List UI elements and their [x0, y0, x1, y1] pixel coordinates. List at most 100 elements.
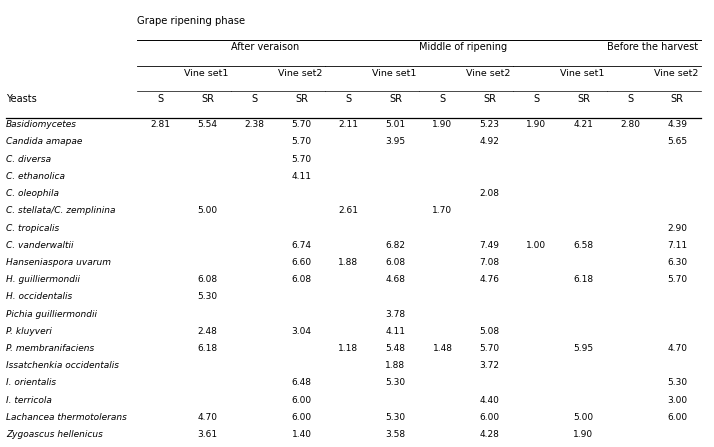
Text: 5.08: 5.08 [479, 327, 500, 336]
Text: 6.00: 6.00 [479, 413, 500, 422]
Text: 1.90: 1.90 [573, 430, 593, 439]
Text: S: S [439, 94, 446, 104]
Text: SR: SR [201, 94, 214, 104]
Text: H. occidentalis: H. occidentalis [6, 292, 72, 301]
Text: Vine set2: Vine set2 [278, 69, 323, 78]
Text: 2.38: 2.38 [244, 120, 265, 129]
Text: 5.70: 5.70 [291, 155, 311, 164]
Text: 6.82: 6.82 [386, 241, 406, 250]
Text: 6.00: 6.00 [668, 413, 688, 422]
Text: C. vanderwaltii: C. vanderwaltii [6, 241, 74, 250]
Text: Issatchenkia occidentalis: Issatchenkia occidentalis [6, 361, 119, 370]
Text: 5.54: 5.54 [198, 120, 218, 129]
Text: 4.21: 4.21 [573, 120, 593, 129]
Text: Vine set1: Vine set1 [184, 69, 228, 78]
Text: Vine set2: Vine set2 [466, 69, 511, 78]
Text: 4.28: 4.28 [480, 430, 499, 439]
Text: 4.70: 4.70 [198, 413, 218, 422]
Text: 1.40: 1.40 [291, 430, 311, 439]
Text: SR: SR [295, 94, 308, 104]
Text: 1.18: 1.18 [338, 344, 358, 353]
Text: 1.48: 1.48 [433, 344, 453, 353]
Text: Middle of ripening: Middle of ripening [419, 42, 507, 52]
Text: 4.68: 4.68 [386, 275, 406, 284]
Text: 5.70: 5.70 [479, 344, 500, 353]
Text: 2.81: 2.81 [151, 120, 171, 129]
Text: 1.70: 1.70 [433, 207, 453, 215]
Text: 4.40: 4.40 [480, 396, 499, 405]
Text: Lachancea thermotolerans: Lachancea thermotolerans [6, 413, 126, 422]
Text: 6.08: 6.08 [198, 275, 218, 284]
Text: 6.74: 6.74 [291, 241, 311, 250]
Text: S: S [628, 94, 633, 104]
Text: Basidiomycetes: Basidiomycetes [6, 120, 76, 129]
Text: 4.11: 4.11 [291, 172, 311, 181]
Text: 5.30: 5.30 [198, 292, 218, 301]
Text: 6.08: 6.08 [291, 275, 311, 284]
Text: 5.01: 5.01 [386, 120, 406, 129]
Text: P. kluyveri: P. kluyveri [6, 327, 51, 336]
Text: 4.70: 4.70 [668, 344, 688, 353]
Text: I. orientalis: I. orientalis [6, 379, 56, 388]
Text: 4.92: 4.92 [480, 138, 499, 147]
Text: Vine set2: Vine set2 [654, 69, 698, 78]
Text: 7.08: 7.08 [479, 258, 500, 267]
Text: 7.49: 7.49 [479, 241, 500, 250]
Text: 2.90: 2.90 [668, 224, 688, 232]
Text: 3.72: 3.72 [479, 361, 500, 370]
Text: I. terricola: I. terricola [6, 396, 51, 405]
Text: 5.70: 5.70 [668, 275, 688, 284]
Text: 2.08: 2.08 [479, 189, 500, 198]
Text: 4.39: 4.39 [668, 120, 688, 129]
Text: P. membranifaciens: P. membranifaciens [6, 344, 94, 353]
Text: 5.95: 5.95 [573, 344, 593, 353]
Text: 6.18: 6.18 [573, 275, 593, 284]
Text: Vine set1: Vine set1 [372, 69, 416, 78]
Text: C. tropicalis: C. tropicalis [6, 224, 59, 232]
Text: 6.60: 6.60 [291, 258, 311, 267]
Text: Hanseniaspora uvarum: Hanseniaspora uvarum [6, 258, 111, 267]
Text: S: S [158, 94, 164, 104]
Text: 2.80: 2.80 [620, 120, 640, 129]
Text: C. stellata/C. zemplinina: C. stellata/C. zemplinina [6, 207, 115, 215]
Text: 5.00: 5.00 [198, 207, 218, 215]
Text: Before the harvest: Before the harvest [607, 42, 698, 52]
Text: 6.18: 6.18 [198, 344, 218, 353]
Text: Candida amapae: Candida amapae [6, 138, 82, 147]
Text: 6.48: 6.48 [291, 379, 311, 388]
Text: S: S [533, 94, 540, 104]
Text: 7.11: 7.11 [668, 241, 688, 250]
Text: 2.61: 2.61 [338, 207, 358, 215]
Text: 5.00: 5.00 [573, 413, 593, 422]
Text: 3.78: 3.78 [386, 310, 406, 319]
Text: S: S [346, 94, 351, 104]
Text: Vine set1: Vine set1 [560, 69, 604, 78]
Text: SR: SR [577, 94, 590, 104]
Text: 5.30: 5.30 [668, 379, 688, 388]
Text: 1.88: 1.88 [338, 258, 358, 267]
Text: 3.04: 3.04 [291, 327, 311, 336]
Text: 5.70: 5.70 [291, 138, 311, 147]
Text: 6.00: 6.00 [291, 413, 311, 422]
Text: C. diversa: C. diversa [6, 155, 51, 164]
Text: Yeasts: Yeasts [6, 94, 36, 104]
Text: 6.08: 6.08 [386, 258, 406, 267]
Text: C. ethanolica: C. ethanolica [6, 172, 65, 181]
Text: SR: SR [483, 94, 496, 104]
Text: C. oleophila: C. oleophila [6, 189, 59, 198]
Text: 3.95: 3.95 [386, 138, 406, 147]
Text: 2.11: 2.11 [338, 120, 358, 129]
Text: 6.30: 6.30 [668, 258, 688, 267]
Text: 4.76: 4.76 [479, 275, 500, 284]
Text: 5.30: 5.30 [386, 379, 406, 388]
Text: 3.00: 3.00 [668, 396, 688, 405]
Text: 5.65: 5.65 [668, 138, 688, 147]
Text: SR: SR [671, 94, 684, 104]
Text: Grape ripening phase: Grape ripening phase [137, 16, 245, 25]
Text: 5.23: 5.23 [479, 120, 500, 129]
Text: Pichia guilliermondii: Pichia guilliermondii [6, 310, 96, 319]
Text: 3.61: 3.61 [198, 430, 218, 439]
Text: 5.48: 5.48 [386, 344, 406, 353]
Text: 2.48: 2.48 [198, 327, 218, 336]
Text: 1.90: 1.90 [526, 120, 546, 129]
